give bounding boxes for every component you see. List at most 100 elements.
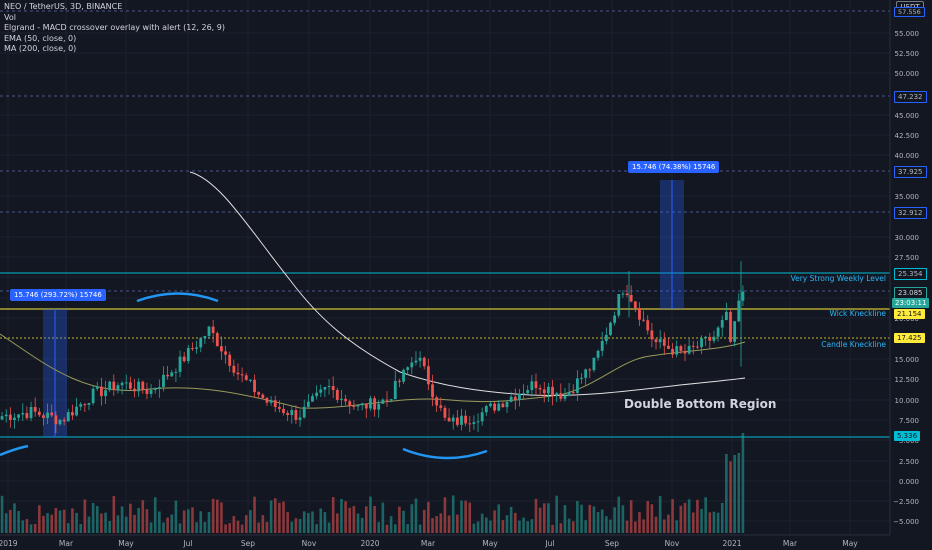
volume-bar	[344, 501, 347, 533]
volume-bar	[211, 498, 215, 533]
candle-body	[157, 387, 161, 389]
volume-bar	[273, 498, 277, 533]
candle-body	[435, 397, 439, 406]
y-tick-label: 52.500	[895, 50, 920, 58]
volume-bar	[741, 433, 745, 533]
candle-body	[166, 374, 170, 377]
volume-bar	[526, 521, 530, 533]
legend-symbol[interactable]: NEO / TetherUS, 3D, BINANCE	[4, 2, 123, 11]
candle-body	[741, 291, 745, 301]
legend-ma[interactable]: MA (200, close, 0)	[4, 44, 77, 53]
candle-body	[691, 345, 695, 347]
candle-body	[377, 403, 381, 410]
candle-body	[315, 392, 319, 397]
candle-body	[236, 372, 240, 375]
candle-body	[530, 381, 534, 391]
legend-ema[interactable]: EMA (50, close, 0)	[4, 33, 77, 43]
candle-body	[410, 362, 414, 368]
candle-body	[422, 357, 426, 367]
ma-200-line	[189, 171, 746, 396]
volume-bar	[563, 505, 567, 533]
volume-bar	[406, 524, 409, 533]
y-tick-label: 55.000	[895, 30, 920, 38]
candle-body	[638, 308, 641, 320]
volume-bars	[0, 433, 745, 533]
candle-body	[600, 340, 604, 351]
volume-bar	[79, 524, 83, 533]
candle-body	[240, 374, 244, 376]
measure-label-right: 15.746 (74.38%) 15746	[628, 161, 720, 173]
time-axis[interactable]: 2019 Mar May Jul Sep Nov 2020 Mar May Jul Sep Nov 20…	[0, 534, 890, 548]
candle-body	[50, 412, 54, 416]
candle-body	[265, 397, 269, 403]
volume-bar	[352, 506, 356, 533]
candle-body	[501, 403, 505, 408]
price-tag-32: 32.912	[894, 207, 927, 219]
legend-macd[interactable]: Elgrand - MACD crossover overlay with al…	[4, 23, 225, 32]
candle-body	[100, 386, 103, 397]
candle-body	[13, 417, 16, 420]
volume-bar	[679, 505, 683, 533]
x-tick-label: Sep	[605, 539, 619, 548]
volume-bar	[215, 499, 219, 533]
candle-body	[340, 398, 343, 400]
candle-body	[720, 320, 724, 328]
volume-bar	[377, 522, 381, 533]
volume-bar	[224, 524, 227, 533]
volume-bar	[348, 507, 352, 533]
candle-body	[683, 350, 687, 354]
volume-bar	[62, 509, 66, 533]
candle-body	[733, 321, 737, 342]
candle-body	[592, 357, 596, 371]
candle-body	[290, 410, 294, 416]
candle-body	[381, 399, 385, 404]
volume-bar	[25, 518, 29, 533]
horizontal-levels	[0, 10, 890, 438]
volume-bar	[244, 515, 248, 533]
candle-body	[443, 407, 447, 418]
volume-bar	[464, 500, 467, 533]
candle-body	[451, 417, 455, 422]
candle-body	[724, 311, 728, 321]
candle-body	[373, 398, 376, 410]
volume-bar	[158, 511, 161, 533]
volume-bar	[398, 506, 401, 533]
volume-bar	[9, 509, 12, 533]
volume-bar	[634, 521, 637, 533]
volume-bar	[580, 504, 583, 533]
volume-bar	[191, 507, 194, 533]
legend-vol[interactable]: Vol	[4, 12, 16, 22]
volume-bar	[621, 505, 625, 533]
candle-body	[534, 381, 538, 389]
volume-bar	[435, 516, 438, 533]
y-tick-label: 5.000	[899, 437, 919, 445]
volume-bar	[522, 517, 525, 533]
candle-body	[0, 416, 4, 420]
volume-bar	[340, 498, 343, 533]
volume-bar	[472, 523, 476, 533]
candle-body	[277, 407, 281, 409]
volume-bar	[559, 523, 563, 533]
candle-body	[228, 354, 232, 366]
candle-body	[369, 398, 372, 409]
volume-bar	[617, 496, 621, 533]
candle-body	[687, 345, 691, 354]
candle-body	[178, 356, 182, 372]
volume-bar	[50, 514, 54, 533]
volume-bar	[261, 515, 265, 533]
volume-bar	[145, 509, 149, 533]
volume-bar	[66, 523, 70, 533]
candle-body	[199, 337, 203, 348]
volume-bar	[149, 522, 153, 533]
volume-bar	[373, 505, 376, 533]
candle-body	[282, 408, 285, 413]
candle-body	[108, 381, 112, 391]
volume-bar	[199, 511, 203, 533]
candle-body	[211, 326, 215, 334]
volume-bar	[162, 522, 165, 533]
candle-body	[621, 293, 625, 295]
y-tick-label: 12.500	[895, 376, 920, 384]
candle-body	[364, 403, 368, 409]
volume-bar	[302, 511, 306, 533]
